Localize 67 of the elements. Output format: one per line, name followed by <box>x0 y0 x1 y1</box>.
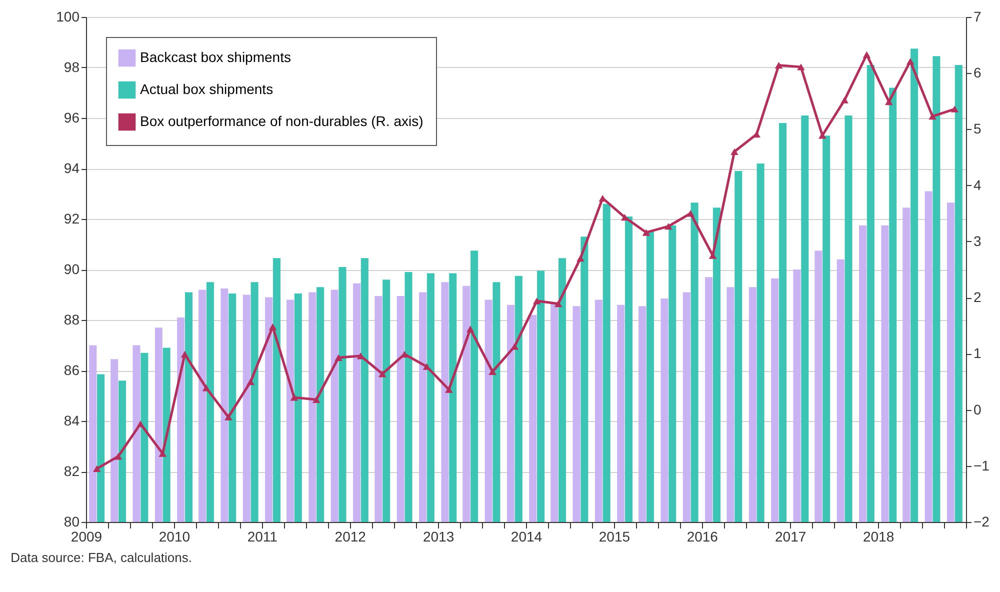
y-tick-label: 94 <box>64 160 80 176</box>
point <box>445 386 453 393</box>
point <box>906 58 914 65</box>
point <box>862 51 871 58</box>
y-tick-label: 96 <box>64 110 80 126</box>
point <box>642 229 650 236</box>
y2-tick-label: 0 <box>974 401 982 418</box>
point <box>378 370 386 378</box>
point <box>334 354 342 361</box>
y-tick-label: 92 <box>64 210 80 226</box>
point <box>466 326 474 332</box>
y2-tick-label: 7 <box>974 8 982 24</box>
point <box>246 378 254 386</box>
y-tick-label: 98 <box>64 59 80 75</box>
y2-tick-label: 5 <box>974 120 982 137</box>
y-tick-label: 100 <box>56 8 80 24</box>
point <box>818 132 826 139</box>
x-tick-label: 2017 <box>775 528 806 544</box>
point <box>290 394 298 401</box>
point <box>885 98 893 106</box>
y2-tick-label: 4 <box>974 176 982 193</box>
point <box>312 396 320 404</box>
source-note: Data source: FBA, calculations. <box>10 550 192 565</box>
y-tick-label: 82 <box>64 463 80 479</box>
point <box>224 414 232 420</box>
x-tick-label: 2016 <box>686 528 718 544</box>
y-tick-label: 86 <box>64 362 80 378</box>
point <box>576 254 584 262</box>
y2-tick-label: 3 <box>974 232 982 249</box>
y2-tick-label: 6 <box>974 64 982 81</box>
point <box>532 298 541 304</box>
point <box>686 210 694 217</box>
x-tick-label: 2013 <box>422 528 454 544</box>
x-tick-label: 2014 <box>510 528 542 544</box>
point <box>488 368 496 375</box>
y2-tick-label: −2 <box>974 514 990 530</box>
x-tick-label: 2015 <box>598 528 630 544</box>
point <box>730 148 738 156</box>
y-tick-label: 90 <box>64 261 80 277</box>
x-tick-label: 2012 <box>334 528 366 544</box>
point <box>202 384 210 392</box>
point <box>950 106 959 112</box>
point <box>554 300 562 308</box>
point <box>114 452 122 460</box>
point <box>797 64 805 70</box>
legend-label: Box outperformance of non-durables (R. axis) <box>140 113 424 129</box>
legend-label: Backcast box shipments <box>140 49 291 65</box>
point <box>928 112 936 120</box>
point <box>510 343 519 350</box>
point <box>92 465 101 472</box>
x-tick-label: 2011 <box>247 528 278 544</box>
point <box>180 350 189 358</box>
y-tick-label: 84 <box>64 412 80 428</box>
point <box>268 323 277 330</box>
point <box>840 96 848 104</box>
x-tick-label: 2009 <box>70 528 102 544</box>
y2-tick-label: −1 <box>974 457 990 474</box>
x-tick-label: 2010 <box>158 528 190 544</box>
y-tick-label: 80 <box>64 514 80 530</box>
y2-tick-label: 1 <box>974 345 982 362</box>
point <box>664 222 672 230</box>
y2-tick-label: 2 <box>974 289 982 306</box>
y-tick-label: 88 <box>64 312 80 328</box>
point <box>774 62 783 69</box>
legend-label: Actual box shipments <box>140 81 274 97</box>
x-tick-label: 2018 <box>862 528 894 544</box>
point <box>136 420 144 428</box>
